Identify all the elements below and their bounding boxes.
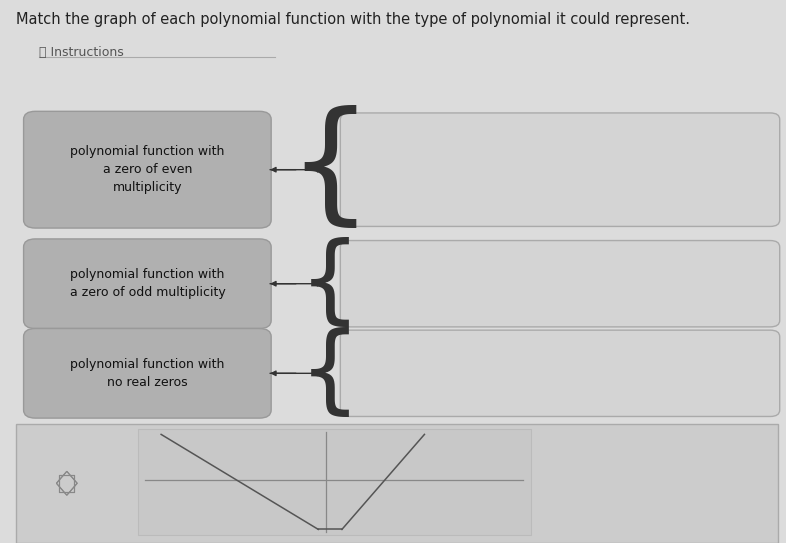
- Text: polynomial function with
no real zeros: polynomial function with no real zeros: [70, 358, 225, 389]
- Text: {: {: [299, 237, 362, 330]
- FancyBboxPatch shape: [24, 329, 271, 418]
- FancyBboxPatch shape: [138, 429, 531, 535]
- Text: polynomial function with
a zero of even
multiplicity: polynomial function with a zero of even …: [70, 145, 225, 194]
- FancyBboxPatch shape: [24, 111, 271, 228]
- Text: {: {: [288, 105, 373, 235]
- FancyBboxPatch shape: [16, 424, 778, 543]
- FancyBboxPatch shape: [340, 113, 780, 226]
- Text: Match the graph of each polynomial function with the type of polynomial it could: Match the graph of each polynomial funct…: [16, 12, 690, 27]
- FancyBboxPatch shape: [340, 330, 780, 416]
- Text: ⓘ Instructions: ⓘ Instructions: [39, 46, 124, 59]
- Text: polynomial function with
a zero of odd multiplicity: polynomial function with a zero of odd m…: [69, 268, 226, 299]
- FancyBboxPatch shape: [340, 241, 780, 327]
- Text: {: {: [299, 327, 362, 420]
- FancyBboxPatch shape: [24, 239, 271, 329]
